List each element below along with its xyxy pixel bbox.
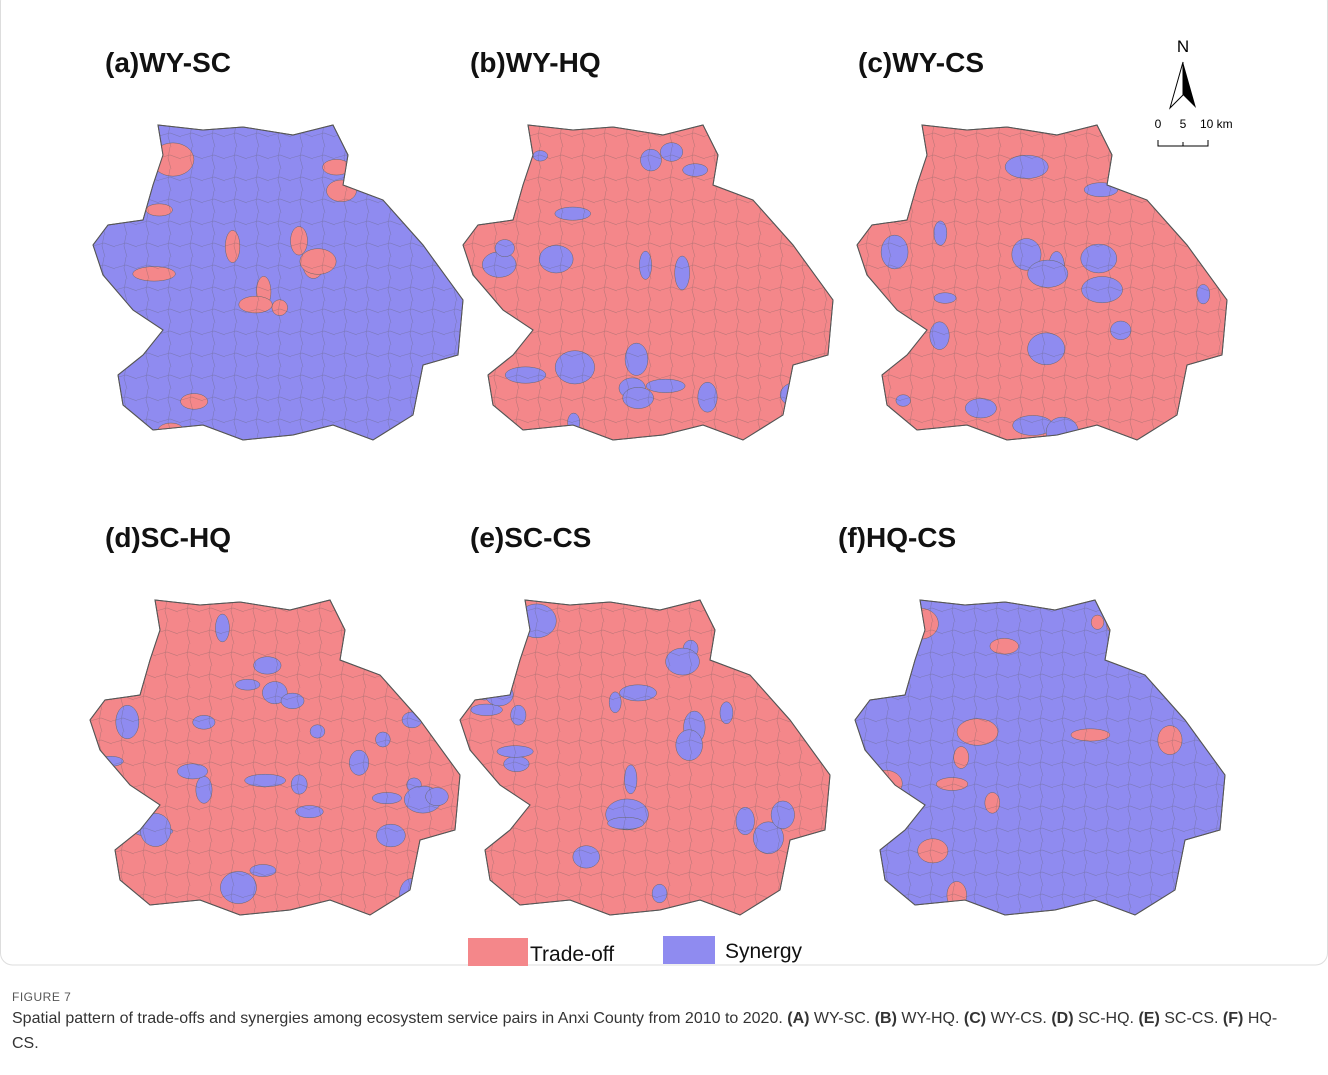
caption-key: (B) <box>875 1010 897 1027</box>
legend-label: Synergy <box>725 940 803 963</box>
township-lines <box>463 125 833 440</box>
caption-key: (A) <box>787 1010 809 1027</box>
patch <box>788 844 830 859</box>
patch <box>860 896 892 912</box>
caption-text: Spatial pattern of trade-offs and synerg… <box>12 1006 1302 1056</box>
caption-key: (E) <box>1138 1010 1159 1027</box>
caption-main: Spatial pattern of trade-offs and synerg… <box>12 1010 783 1027</box>
caption-key: (D) <box>1051 1010 1073 1027</box>
township-lines <box>93 125 463 440</box>
panel-title: (f)HQ-CS <box>838 522 956 553</box>
caption-item: WY-SC. <box>814 1010 870 1027</box>
county-map <box>93 125 463 440</box>
figure: (a)WY-SC (b)WY-HQ (c)WY-CS (d)SC-HQ (e)SC-CS… <box>0 0 1328 980</box>
county-map <box>857 125 1227 447</box>
north-label: N <box>1177 37 1189 56</box>
caption-item: SC-HQ. <box>1078 1010 1134 1027</box>
legend-swatch <box>468 938 528 966</box>
caption-key: (C) <box>964 1010 986 1027</box>
caption-item: SC-CS. <box>1164 1010 1218 1027</box>
scale-bar: 0 5 10 km <box>1155 117 1233 146</box>
panel-title: (b)WY-HQ <box>470 47 601 78</box>
county-map <box>463 125 833 440</box>
panel-title: (c)WY-CS <box>858 47 984 78</box>
page: (a)WY-SC (b)WY-HQ (c)WY-CS (d)SC-HQ (e)SC-CS… <box>0 0 1328 1075</box>
township-lines <box>90 600 460 915</box>
scale-label: 0 <box>1155 117 1162 131</box>
scale-label: 5 <box>1180 117 1187 131</box>
legend-swatch <box>663 936 715 964</box>
patch <box>474 176 509 203</box>
caption: FIGURE 7 Spatial pattern of trade-offs a… <box>12 990 1302 1056</box>
caption-key: (F) <box>1223 1010 1243 1027</box>
township-lines <box>855 600 1225 915</box>
county-map <box>855 600 1225 915</box>
figure-label: FIGURE 7 <box>12 990 1302 1004</box>
caption-item: WY-HQ. <box>901 1010 959 1027</box>
north-arrow: N <box>1170 37 1196 108</box>
township-lines <box>857 125 1227 440</box>
legend-label: Trade-off <box>530 943 614 966</box>
county-map <box>460 600 830 915</box>
maps: (a)WY-SC (b)WY-HQ (c)WY-CS (d)SC-HQ (e)SC-CS… <box>90 47 1227 915</box>
scale-label: 10 km <box>1200 117 1233 131</box>
panel-title: (a)WY-SC <box>105 47 231 78</box>
patch <box>499 653 516 671</box>
county-map <box>90 600 460 915</box>
caption-item: WY-CS. <box>991 1010 1047 1027</box>
patch <box>381 662 404 682</box>
patch <box>795 228 821 250</box>
township-lines <box>460 600 830 915</box>
patch <box>1178 695 1218 721</box>
legend: Trade-off Synergy <box>468 936 803 966</box>
panel-title: (d)SC-HQ <box>105 522 231 553</box>
patch <box>743 180 760 190</box>
panel-title: (e)SC-CS <box>470 522 591 553</box>
